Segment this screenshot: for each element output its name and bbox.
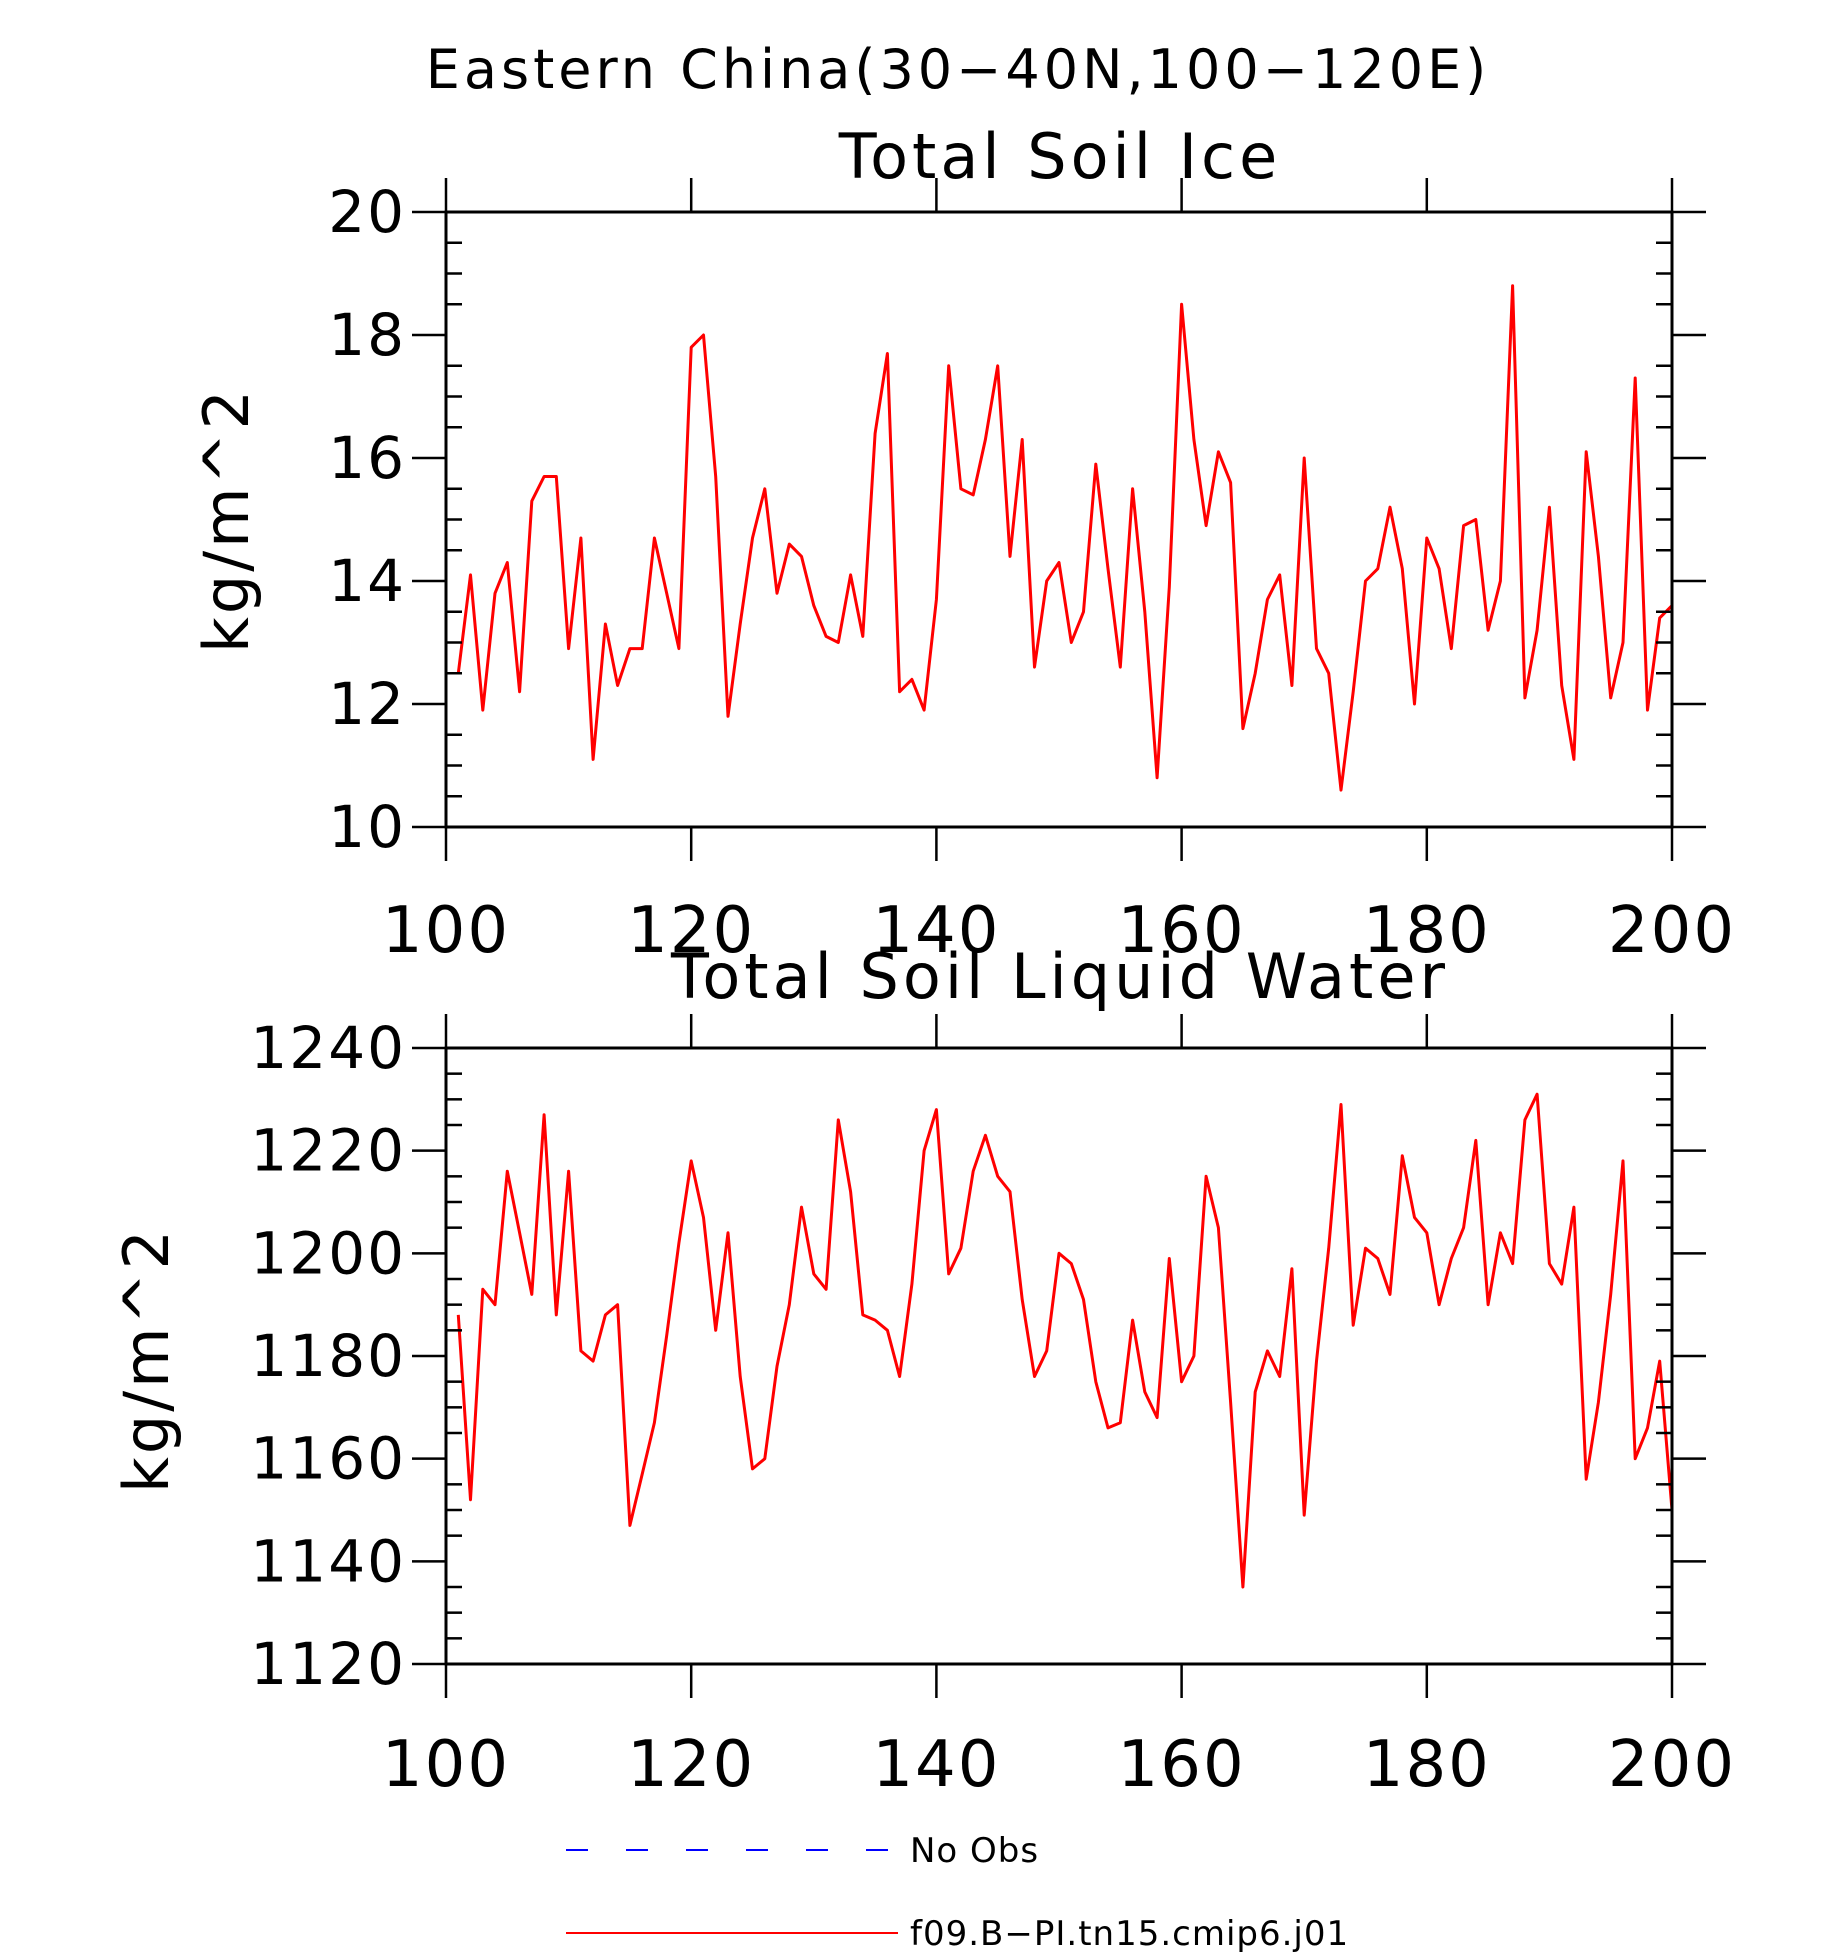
x-tick-label: 160 <box>1118 894 1246 968</box>
y-tick-label: 1220 <box>250 1117 406 1185</box>
x-tick-label: 200 <box>1608 1728 1736 1802</box>
y-axis-label: kg/m^2 <box>110 1227 183 1493</box>
y-tick-label: 1120 <box>250 1630 406 1698</box>
x-tick-label: 180 <box>1363 1728 1491 1802</box>
legend-label-2: f09.B−PI.tn15.cmip6.j01 <box>910 1914 1349 1952</box>
series-line <box>456 284 1674 792</box>
x-tick-label: 180 <box>1363 894 1491 968</box>
x-tick-label: 160 <box>1118 1728 1246 1802</box>
y-tick-label: 10 <box>328 793 406 861</box>
x-tick-label: 140 <box>872 894 1000 968</box>
x-tick-label: 100 <box>382 894 510 968</box>
y-tick-label: 1160 <box>250 1425 406 1493</box>
figure-title: Eastern China(30−40N,100−120E) <box>426 38 1491 101</box>
panel-title: Total Soil Ice <box>838 120 1281 193</box>
y-tick-label: 1240 <box>250 1014 406 1082</box>
x-tick-label: 120 <box>627 1728 755 1802</box>
x-tick-label: 100 <box>382 1728 510 1802</box>
y-tick-label: 1180 <box>250 1322 406 1390</box>
y-tick-label: 20 <box>328 178 406 246</box>
y-axis-label: kg/m^2 <box>190 387 263 653</box>
y-tick-label: 18 <box>328 301 406 369</box>
panel-1: 10 12 14 16 18 20 100 120 140 160 180 200 Total Soil… <box>190 120 1736 968</box>
plot-frame <box>444 1046 1674 1666</box>
legend-label-1: No Obs <box>910 1831 1039 1871</box>
y-tick-label: 1140 <box>250 1527 406 1595</box>
chart-panels: 10 12 14 16 18 20 100 120 140 160 180 200 Total Soil… <box>110 120 1736 1802</box>
y-tick-label: 1200 <box>250 1219 406 1287</box>
legend: No Obs f09.B−PI.tn15.cmip6.j01 <box>566 1831 1349 1952</box>
series-line <box>456 1092 1674 1589</box>
x-tick-label: 140 <box>872 1728 1000 1802</box>
y-tick-label: 14 <box>328 547 406 615</box>
y-tick-label: 16 <box>328 424 406 492</box>
panel-title: Total Soil Liquid Water <box>670 940 1449 1013</box>
y-tick-label: 12 <box>328 670 406 738</box>
x-tick-label: 200 <box>1608 894 1736 968</box>
panel-2: 1120 1140 1160 1180 1200 1220 1240 100 120 140 160… <box>110 940 1736 1802</box>
plot-frame <box>444 210 1674 829</box>
x-tick-label: 120 <box>627 894 755 968</box>
